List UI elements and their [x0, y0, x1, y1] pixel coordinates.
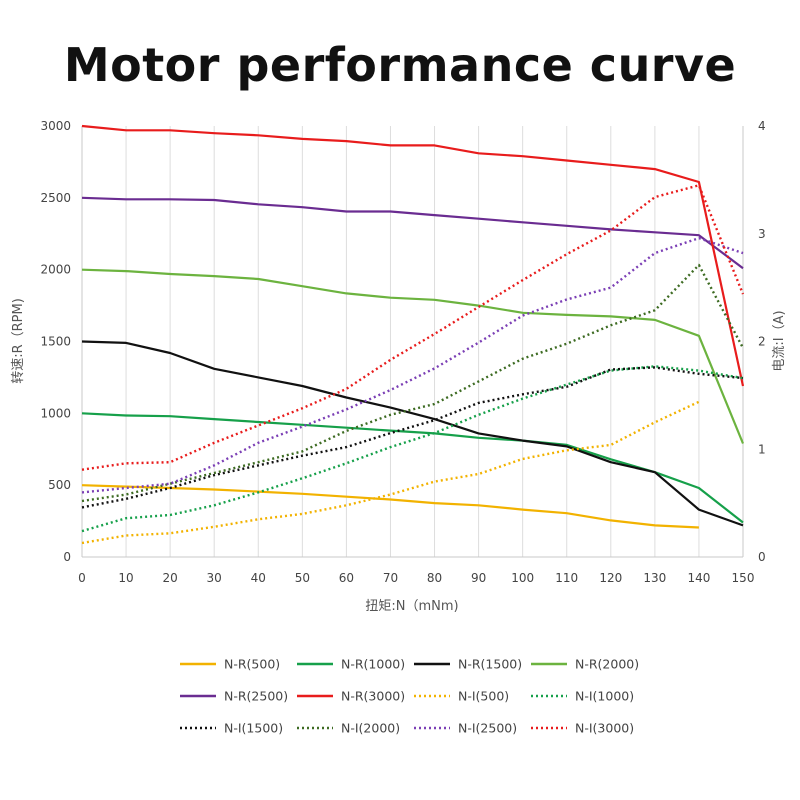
axes	[81, 126, 744, 558]
series-line-N-R(1500)	[81, 340, 744, 527]
x-tick-label: 20	[162, 571, 177, 585]
legend-label: N-R(500)	[224, 657, 280, 672]
series-line-N-R(500)	[81, 484, 699, 529]
x-tick-label: 150	[732, 571, 755, 585]
x-tick-label: 100	[511, 571, 534, 585]
y-tick-label: 2500	[40, 191, 71, 205]
x-tick-label: 60	[339, 571, 354, 585]
series-line-N-R(2000)	[81, 268, 745, 444]
y-tick-label: 3000	[40, 119, 71, 133]
series-line-N-I(1500)	[81, 366, 744, 509]
y-tick-label: 500	[48, 478, 71, 492]
x-tick-label: 40	[251, 571, 266, 585]
series-line-N-I(2500)	[81, 236, 744, 494]
series-line-N-I(2000)	[81, 263, 745, 503]
x-axis-title: 扭矩:N（mNm)	[365, 599, 458, 614]
legend-label: N-R(3000)	[341, 689, 405, 704]
y2-tick-label: 4	[758, 119, 766, 133]
legend-label: N-R(2500)	[224, 689, 288, 704]
legend-label: N-R(1500)	[458, 657, 522, 672]
y-tick-label: 1000	[40, 406, 71, 420]
y-tick-label: 2000	[40, 263, 71, 277]
y-tick-labels: 0 500 1000 1500 2000 2500 3000	[40, 119, 71, 564]
legend: N-R(500) N-R(1000) N-R(1500) N-R(2000) N-R(2…	[180, 657, 639, 736]
y2-tick-label: 3	[758, 227, 766, 241]
y2-tick-label: 1	[758, 442, 766, 456]
x-tick-label: 50	[295, 571, 310, 585]
y-tick-label: 1500	[40, 335, 71, 349]
legend-label: N-R(2000)	[575, 657, 639, 672]
x-tick-label: 110	[555, 571, 578, 585]
y-axis-title: 转速:R（RPM)	[11, 298, 26, 384]
chart-title: Motor performance curve	[63, 38, 737, 92]
x-tick-label: 140	[687, 571, 710, 585]
legend-label: N-I(3000)	[575, 721, 634, 736]
x-tick-label: 130	[643, 571, 666, 585]
series-line-N-I(1000)	[81, 365, 744, 533]
legend-label: N-I(1500)	[224, 721, 283, 736]
y2-tick-label: 2	[758, 335, 766, 349]
series-line-N-R(2500)	[81, 196, 744, 270]
x-tick-label: 80	[427, 571, 442, 585]
legend-label: N-I(2000)	[341, 721, 400, 736]
x-tick-label: 30	[207, 571, 222, 585]
x-tick-label: 10	[118, 571, 133, 585]
x-tick-label: 120	[599, 571, 622, 585]
legend-label: N-I(1000)	[575, 689, 634, 704]
y-tick-label: 0	[63, 550, 71, 564]
legend-label: N-R(1000)	[341, 657, 405, 672]
legend-label: N-I(500)	[458, 689, 509, 704]
series-line-N-R(3000)	[81, 124, 745, 387]
series-lines	[81, 124, 745, 545]
legend-label: N-I(2500)	[458, 721, 517, 736]
x-tick-label: 70	[383, 571, 398, 585]
grid-lines	[125, 126, 744, 557]
y2-axis-title: 电流:I（A)	[772, 310, 787, 371]
x-tick-labels: 0 10 20 30 40 50 60 70 80 90 100 110 120 130 140 150	[78, 571, 754, 585]
x-tick-label: 90	[471, 571, 486, 585]
y2-tick-label: 0	[758, 550, 766, 564]
series-line-N-R(1000)	[81, 412, 744, 524]
series-line-N-I(3000)	[81, 184, 745, 471]
x-tick-label: 0	[78, 571, 86, 585]
y2-tick-labels: 0 1 2 3 4	[758, 119, 766, 564]
